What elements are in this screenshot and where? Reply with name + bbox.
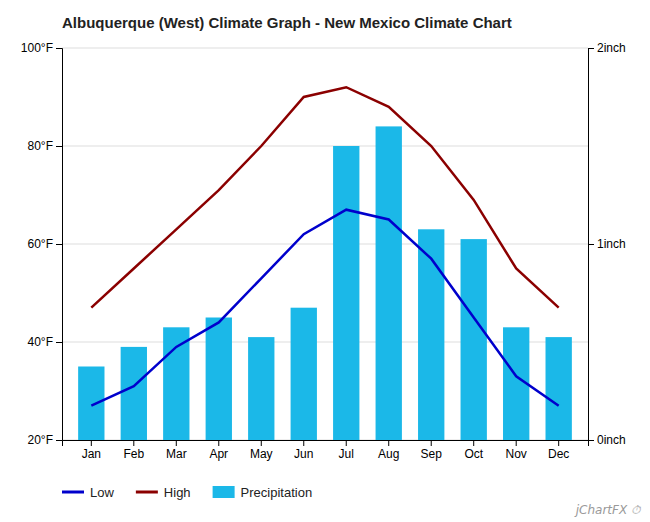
tick-mark (56, 342, 62, 343)
tick: 2inch (588, 41, 626, 55)
legend-label: Precipitation (241, 485, 313, 500)
tick-mark (588, 440, 594, 441)
tick: Feb (123, 440, 144, 461)
legend-label: High (164, 485, 191, 500)
tick: Nov (506, 440, 527, 461)
tick-label: Jul (339, 447, 354, 461)
legend-swatch (213, 486, 235, 498)
bar (121, 347, 147, 440)
tick: 0inch (588, 433, 626, 447)
legend-item: Precipitation (213, 485, 313, 500)
grid-line (62, 244, 588, 245)
legend-swatch (62, 491, 84, 494)
bar (418, 229, 444, 440)
bar (376, 126, 402, 440)
tick-label: Aug (378, 447, 399, 461)
legend-item: Low (62, 485, 114, 500)
tick: Apr (209, 440, 228, 461)
tick: Jul (339, 440, 354, 461)
tick-label: Dec (548, 447, 569, 461)
axis-line (63, 441, 589, 447)
tick-label: Jan (82, 447, 101, 461)
tick-label: Feb (123, 447, 144, 461)
tick-label: Mar (166, 447, 187, 461)
plot: Jan Feb Mar Apr May Jun Jul Aug Sep Oct Nov Dec 20°F… (21, 41, 626, 460)
y-axis: 20°F 40°F 60°F 80°F 100°F (21, 41, 63, 447)
y2-axis: 0inch 1inch 2inch (588, 41, 626, 447)
tick-mark (218, 440, 219, 446)
tick-mark (558, 440, 559, 446)
tick-label: 2inch (597, 41, 626, 55)
chart: Jan Feb Mar Apr May Jun Jul Aug Sep Oct Nov Dec 20°F… (0, 0, 650, 522)
title: Albuquerque (West) Climate Graph - New M… (62, 14, 512, 31)
tick-mark (473, 440, 474, 446)
tick: 80°F (28, 139, 62, 153)
tick-label: 60°F (28, 237, 53, 251)
legend-label: Low (90, 485, 114, 500)
tick-mark (431, 440, 432, 446)
tick-mark (588, 48, 594, 49)
tick-label: 0inch (597, 433, 626, 447)
bar (546, 337, 572, 440)
tick-label: Jun (294, 447, 313, 461)
tick-label: 1inch (597, 237, 626, 251)
tick-label: May (250, 447, 273, 461)
tick-mark (176, 440, 177, 446)
grid (62, 48, 588, 440)
tick-mark (303, 440, 304, 446)
tick-label: 80°F (28, 139, 53, 153)
tick: 20°F (28, 433, 62, 447)
tick: Jan (82, 440, 101, 461)
tick-mark (588, 244, 594, 245)
tick-label: 100°F (21, 41, 53, 55)
bar (333, 146, 359, 440)
tick: Oct (464, 440, 483, 461)
grid-line (62, 48, 588, 49)
tick-mark (56, 440, 62, 441)
tick: Mar (166, 440, 187, 461)
axis-line (589, 49, 595, 441)
bar (78, 367, 104, 441)
tick-mark (261, 440, 262, 446)
tick-mark (56, 244, 62, 245)
axis-line (56, 49, 63, 441)
bar (461, 239, 487, 440)
tick: Jun (294, 440, 313, 461)
grid-line (62, 146, 588, 147)
tick: Sep (421, 440, 443, 461)
marks (78, 87, 572, 440)
bar-series (78, 126, 572, 440)
bar (206, 318, 232, 441)
tick-mark (56, 48, 62, 49)
tick: Aug (378, 440, 399, 461)
legend: Low High Precipitation (62, 485, 312, 500)
tick: 1inch (588, 237, 626, 251)
line (91, 87, 558, 308)
tick-label: 40°F (28, 335, 53, 349)
tick: 40°F (28, 335, 62, 349)
tick-label: 20°F (28, 433, 53, 447)
tick: May (250, 440, 273, 461)
tick-mark (91, 440, 92, 446)
x-axis: Jan Feb Mar Apr May Jun Jul Aug Sep Oct Nov Dec (63, 440, 589, 461)
tick: Dec (548, 440, 569, 461)
annotation: jChartFX ⏱ (574, 503, 642, 517)
tick: 100°F (21, 41, 62, 55)
tick-mark (516, 440, 517, 446)
tick-mark (388, 440, 389, 446)
bar (291, 308, 317, 440)
tick-label: Sep (421, 447, 443, 461)
tick-label: Apr (209, 447, 228, 461)
legend-item: High (136, 485, 191, 500)
tick-label: Nov (506, 447, 527, 461)
tick-mark (133, 440, 134, 446)
legend-swatch (136, 491, 158, 494)
bar (163, 327, 189, 440)
line (91, 210, 558, 406)
tick-mark (346, 440, 347, 446)
bar (248, 337, 274, 440)
tick-mark (56, 146, 62, 147)
tick: 60°F (28, 237, 62, 251)
tick-label: Oct (464, 447, 483, 461)
